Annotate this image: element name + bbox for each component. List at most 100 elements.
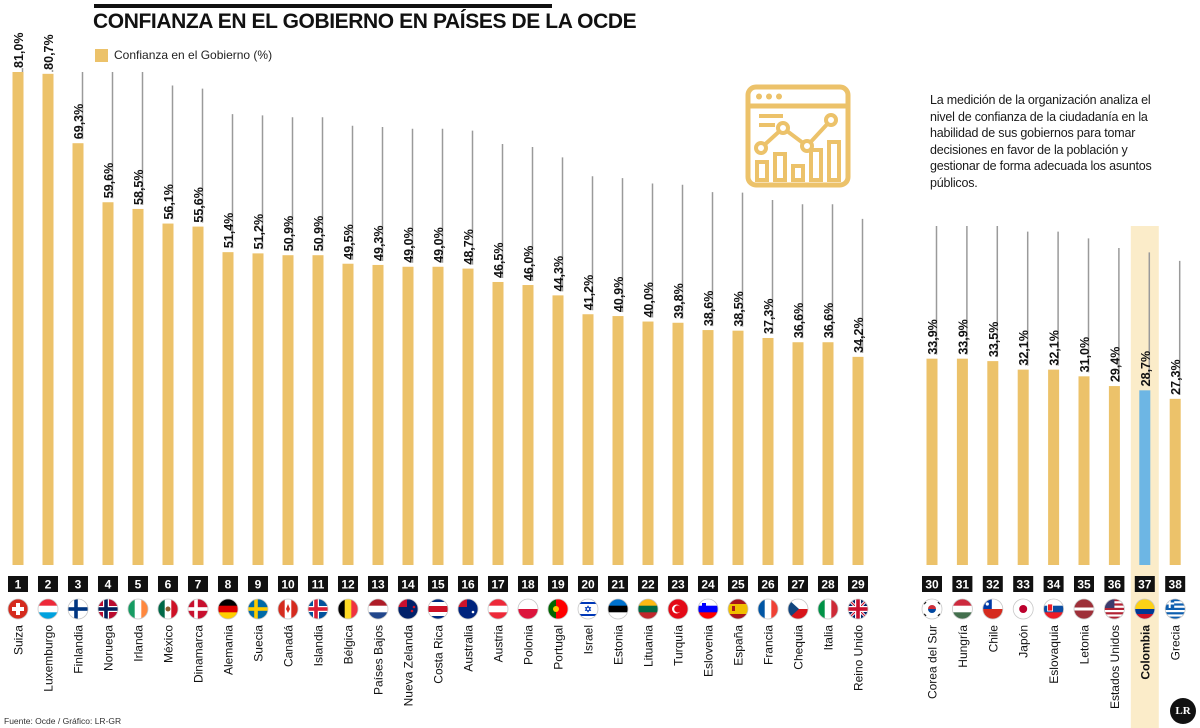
- flag-icon-irlanda: [127, 598, 149, 620]
- value-label-suiza: 81,0%: [12, 33, 26, 68]
- category-label-mexico: México: [162, 625, 176, 663]
- value-label-lituania: 40,0%: [642, 282, 656, 317]
- flag-icon-polonia: [517, 598, 539, 620]
- rank-label-suiza: 1: [15, 578, 22, 592]
- category-label-eslovenia: Eslovenia: [702, 625, 716, 677]
- category-label-luxemburgo: Luxemburgo: [42, 625, 56, 692]
- flag-icon-australia: [457, 598, 479, 620]
- rank-box-irlanda: [128, 576, 148, 592]
- bar-letonia: [1078, 376, 1090, 565]
- rank-box-israel: [578, 576, 598, 592]
- category-label-francia: Francia: [762, 625, 776, 665]
- rank-label-belgica: 12: [341, 578, 355, 592]
- value-label-corea-del-sur: 33,9%: [926, 319, 940, 354]
- flag-icon-costa-rica: [427, 598, 449, 620]
- rank-box-suecia: [248, 576, 268, 592]
- value-label-alemania: 51,4%: [222, 213, 236, 248]
- rank-box-noruega: [98, 576, 118, 592]
- bar-belgica: [342, 263, 354, 565]
- bar-hungria: [956, 358, 968, 565]
- rank-label-noruega: 4: [105, 578, 112, 592]
- bar-austria: [492, 281, 504, 565]
- bar-costa-rica: [432, 266, 444, 565]
- category-label-noruega: Noruega: [102, 625, 116, 671]
- rank-label-israel: 20: [581, 578, 595, 592]
- rank-box-luxemburgo: [38, 576, 58, 592]
- category-label-paises-bajos: Países Bajos: [372, 625, 386, 695]
- rank-box-belgica: [338, 576, 358, 592]
- flag-icon-eslovenia: [697, 598, 719, 620]
- category-label-grecia: Grecia: [1169, 625, 1183, 661]
- rank-label-portugal: 19: [551, 578, 565, 592]
- category-label-colombia: Colombia: [1138, 625, 1152, 680]
- rank-label-finlandia: 3: [75, 578, 82, 592]
- source-note: Fuente: Ocde / Gráfico: LR-GR: [4, 716, 122, 726]
- bar-nueva-zelanda: [402, 266, 414, 565]
- value-label-austria: 46,5%: [492, 243, 506, 278]
- value-label-luxemburgo: 80,7%: [42, 34, 56, 69]
- value-label-mexico: 56,1%: [162, 184, 176, 219]
- value-label-chile: 33,5%: [987, 322, 1001, 357]
- bar-estonia: [612, 316, 624, 565]
- flag-icon-letonia: [1073, 598, 1095, 620]
- category-label-reino-unido: Reino Unido: [852, 625, 866, 691]
- bar-eslovenia: [702, 330, 714, 565]
- rank-label-suecia: 9: [255, 578, 262, 592]
- rank-label-dinamarca: 7: [195, 578, 202, 592]
- rank-label-chequia: 27: [791, 578, 805, 592]
- bar-reino-unido: [852, 356, 864, 565]
- rank-label-letonia: 35: [1077, 578, 1091, 592]
- value-label-portugal: 44,3%: [552, 256, 566, 291]
- value-label-dinamarca: 55,6%: [192, 187, 206, 222]
- flag-icon-italia: [817, 598, 839, 620]
- bar-mexico: [162, 223, 174, 565]
- rank-box-turquia: [668, 576, 688, 592]
- rank-box-islandia: [308, 576, 328, 592]
- flag-icon-dinamarca: [187, 598, 209, 620]
- rank-label-paises-bajos: 13: [371, 578, 385, 592]
- value-label-turquia: 39,8%: [672, 283, 686, 318]
- value-label-estados-unidos: 29,4%: [1108, 347, 1122, 382]
- bar-japon: [1017, 369, 1029, 565]
- bar-corea-del-sur: [926, 358, 938, 565]
- bar-noruega: [102, 202, 114, 565]
- rank-label-alemania: 8: [225, 578, 232, 592]
- rank-label-grecia: 38: [1169, 578, 1183, 592]
- category-label-suiza: Suiza: [12, 625, 26, 655]
- bar-suecia: [252, 253, 264, 565]
- rank-box-paises-bajos: [368, 576, 388, 592]
- flag-icon-belgica: [337, 598, 359, 620]
- bar-finlandia: [72, 143, 84, 565]
- bar-turquia: [672, 322, 684, 565]
- category-label-turquia: Turquía: [672, 625, 686, 666]
- flag-icon-canada: [277, 598, 299, 620]
- category-label-costa-rica: Costa Rica: [432, 625, 446, 684]
- flag-icon-nueva-zelanda: [397, 598, 419, 620]
- rank-label-corea-del-sur: 30: [925, 578, 939, 592]
- flag-icon-colombia: [1134, 598, 1156, 620]
- rank-label-espana: 25: [731, 578, 745, 592]
- flag-icon-lituania: [637, 598, 659, 620]
- bar-israel: [582, 314, 594, 565]
- category-label-chile: Chile: [986, 625, 1000, 653]
- rank-box-austria: [488, 576, 508, 592]
- rank-label-nueva-zelanda: 14: [401, 578, 415, 592]
- flag-icon-estados-unidos: [1104, 598, 1125, 620]
- value-label-francia: 37,3%: [762, 299, 776, 334]
- value-label-eslovaquia: 32,1%: [1048, 330, 1062, 365]
- rank-label-francia: 26: [761, 578, 775, 592]
- rank-box-suiza: [8, 576, 28, 592]
- value-label-italia: 36,6%: [822, 303, 836, 338]
- value-label-letonia: 31,0%: [1078, 337, 1092, 372]
- category-label-corea-del-sur: Corea del Sur: [926, 625, 940, 699]
- category-label-italia: Italia: [822, 625, 836, 651]
- rank-label-japon: 33: [1017, 578, 1031, 592]
- rank-box-portugal: [548, 576, 568, 592]
- category-label-alemania: Alemania: [222, 625, 236, 675]
- rank-box-italia: [818, 576, 838, 592]
- rank-box-grecia: [1165, 576, 1186, 592]
- flag-icon-hungria: [952, 598, 973, 620]
- rank-label-luxemburgo: 2: [45, 578, 52, 592]
- methodology-note: La medición de la organización analiza e…: [930, 93, 1152, 190]
- category-label-irlanda: Irlanda: [132, 625, 146, 662]
